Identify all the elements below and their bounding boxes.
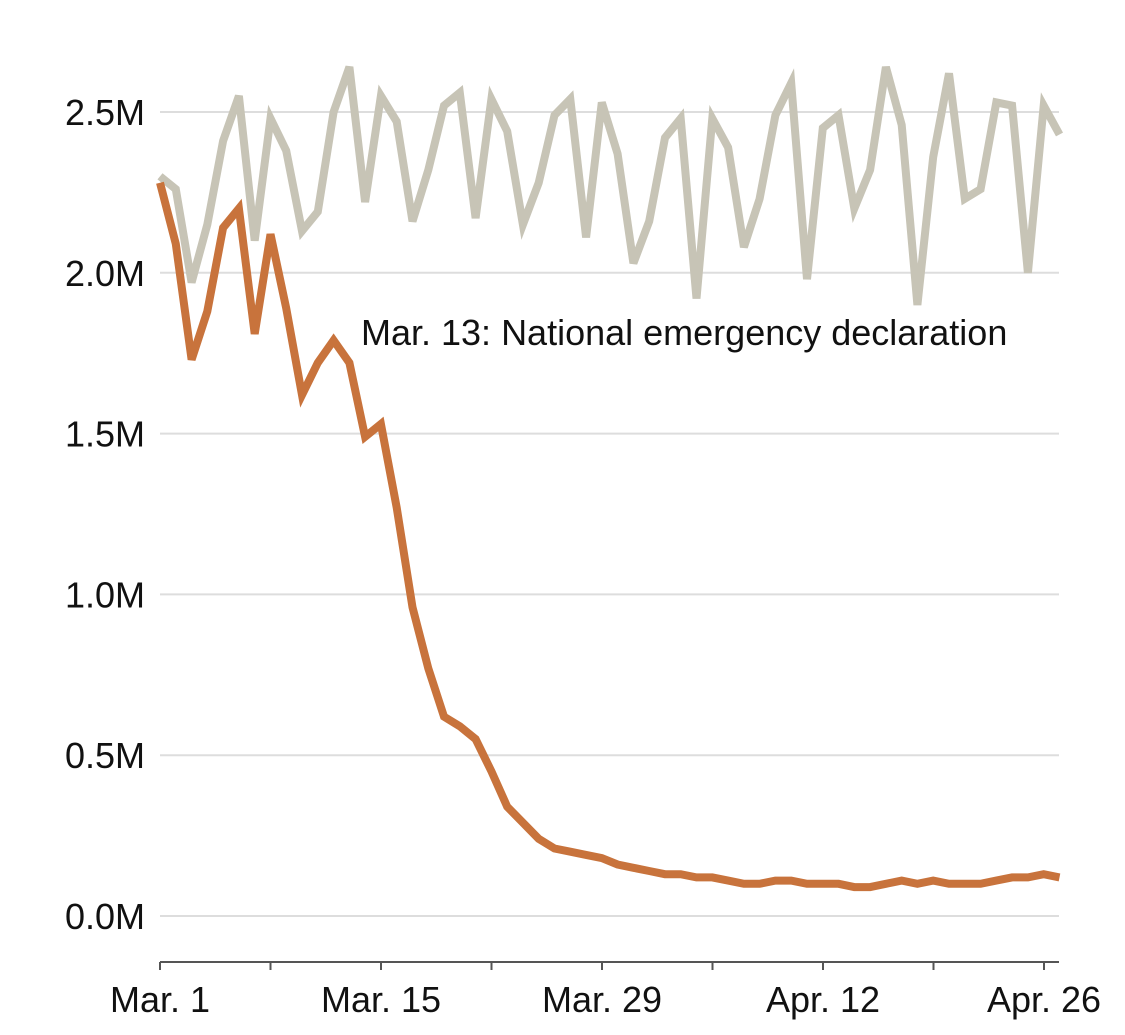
y-tick-label: 1.0M bbox=[65, 574, 145, 615]
series-line-gray bbox=[157, 65, 1064, 306]
y-tick-label: 0.5M bbox=[65, 735, 145, 776]
x-tick-label: Apr. 12 bbox=[766, 979, 880, 1020]
series-lines bbox=[156, 65, 1064, 892]
grid-lines bbox=[160, 111, 1059, 917]
x-axis bbox=[159, 961, 1059, 970]
annotation-label: Mar. 13: National emergency declaration bbox=[361, 312, 1007, 353]
x-tick-label: Mar. 15 bbox=[321, 979, 441, 1020]
axis-labels: 0.0M 0.5M 1.0M 1.5M 2.0M 2.5M Mar. 1 Mar. 15 Mar… bbox=[65, 92, 1101, 1020]
y-tick-label: 2.0M bbox=[65, 253, 145, 294]
x-tick-label: Mar. 1 bbox=[110, 979, 210, 1020]
series-line-orange bbox=[156, 181, 1061, 892]
x-tick-label: Mar. 29 bbox=[542, 979, 662, 1020]
y-tick-label: 2.5M bbox=[65, 92, 145, 133]
y-tick-label: 1.5M bbox=[65, 414, 145, 455]
y-tick-label: 0.0M bbox=[65, 896, 145, 937]
x-tick-label: Apr. 26 bbox=[987, 979, 1101, 1020]
